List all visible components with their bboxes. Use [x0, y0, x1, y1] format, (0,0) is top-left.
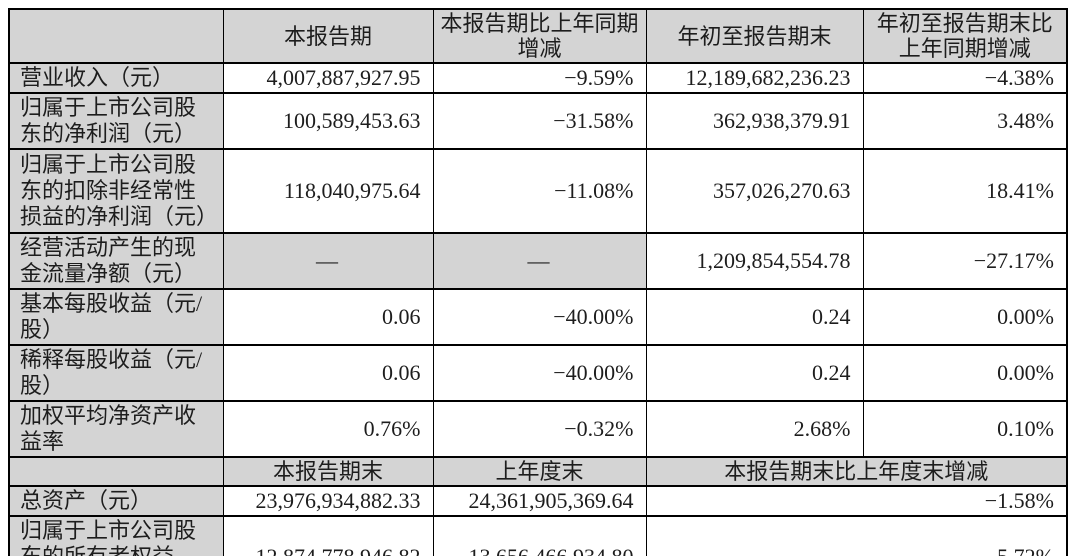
- table-row-weighted-avg-roe: 加权平均净资产收益率 0.76% −0.32% 2.68% 0.10%: [8, 400, 1068, 458]
- pct-cell: 18.41%: [862, 148, 1068, 234]
- value-cell: 24,361,905,369.64: [432, 485, 647, 517]
- table-row-revenue: 营业收入（元） 4,007,887,927.95 −9.59% 12,189,6…: [8, 62, 1068, 94]
- row-label: 归属于上市公司股东的扣除非经常性损益的净利润（元）: [8, 148, 224, 234]
- row-label: 归属于上市公司股东的净利润（元）: [8, 92, 224, 150]
- value-cell: 13,656,466,934.80: [432, 515, 647, 556]
- pct-cell: −11.08%: [432, 148, 647, 234]
- value-cell: 0.06: [222, 288, 434, 346]
- row-label: 基本每股收益（元/股）: [8, 288, 224, 346]
- pct-cell: 2.68%: [645, 400, 864, 458]
- table-row-operating-cash-flow: 经营活动产生的现金流量净额（元） — — 1,209,854,554.78 −2…: [8, 232, 1068, 290]
- table-row-total-assets: 总资产（元） 23,976,934,882.33 24,361,905,369.…: [8, 485, 1068, 517]
- header-cell-current-period: 本报告期: [222, 8, 434, 64]
- dash-cell: —: [432, 232, 647, 290]
- dash-cell: —: [222, 232, 434, 290]
- header-cell-empty: [8, 8, 224, 64]
- table-row-net-profit-excl-nonrecurring: 归属于上市公司股东的扣除非经常性损益的净利润（元） 118,040,975.64…: [8, 148, 1068, 234]
- table-row-diluted-eps: 稀释每股收益（元/股） 0.06 −40.00% 0.24 0.00%: [8, 344, 1068, 402]
- pct-cell: −1.58%: [645, 485, 1068, 517]
- value-cell: 362,938,379.91: [645, 92, 864, 150]
- financial-summary-table: 本报告期 本报告期比上年同期增减 年初至报告期末 年初至报告期末比上年同期增减 …: [8, 8, 1068, 556]
- pct-cell: 0.00%: [862, 344, 1068, 402]
- row-label: 加权平均净资产收益率: [8, 400, 224, 458]
- header-cell-ytd-yoy-change: 年初至报告期末比上年同期增减: [862, 8, 1068, 64]
- value-cell: 23,976,934,882.33: [222, 485, 434, 517]
- value-cell: 357,026,270.63: [645, 148, 864, 234]
- pct-cell: 0.00%: [862, 288, 1068, 346]
- header-cell-prior-year-end: 上年度末: [432, 456, 647, 487]
- value-cell: 12,874,778,946.82: [222, 515, 434, 556]
- row-label: 营业收入（元）: [8, 62, 224, 94]
- pct-cell: 0.10%: [862, 400, 1068, 458]
- pct-cell: −27.17%: [862, 232, 1068, 290]
- value-cell: 0.24: [645, 288, 864, 346]
- pct-cell: 0.76%: [222, 400, 434, 458]
- header-row-period-end: 本报告期末 上年度末 本报告期末比上年度末增减: [8, 456, 1068, 487]
- header-cell-period-yoy-change: 本报告期比上年同期增减: [432, 8, 647, 64]
- pct-cell: −9.59%: [432, 62, 647, 94]
- value-cell: 4,007,887,927.95: [222, 62, 434, 94]
- pct-cell: −5.72%: [645, 515, 1068, 556]
- value-cell: 1,209,854,554.78: [645, 232, 864, 290]
- header-row-period: 本报告期 本报告期比上年同期增减 年初至报告期末 年初至报告期末比上年同期增减: [8, 8, 1068, 64]
- header-cell-empty: [8, 456, 224, 487]
- value-cell: 0.24: [645, 344, 864, 402]
- row-label: 经营活动产生的现金流量净额（元）: [8, 232, 224, 290]
- value-cell: 100,589,453.63: [222, 92, 434, 150]
- table-row-basic-eps: 基本每股收益（元/股） 0.06 −40.00% 0.24 0.00%: [8, 288, 1068, 346]
- table-row-owners-equity: 归属于上市公司股东的所有者权益（元） 12,874,778,946.82 13,…: [8, 515, 1068, 556]
- row-label: 稀释每股收益（元/股）: [8, 344, 224, 402]
- pct-cell: 3.48%: [862, 92, 1068, 150]
- pct-cell: −40.00%: [432, 344, 647, 402]
- row-label: 总资产（元）: [8, 485, 224, 517]
- pct-cell: −0.32%: [432, 400, 647, 458]
- value-cell: 118,040,975.64: [222, 148, 434, 234]
- header-cell-report-period-end: 本报告期末: [222, 456, 434, 487]
- pct-cell: −40.00%: [432, 288, 647, 346]
- pct-cell: −31.58%: [432, 92, 647, 150]
- table-row-net-profit: 归属于上市公司股东的净利润（元） 100,589,453.63 −31.58% …: [8, 92, 1068, 150]
- header-cell-period-end-change: 本报告期末比上年度末增减: [645, 456, 1068, 487]
- pct-cell: −4.38%: [862, 62, 1068, 94]
- value-cell: 0.06: [222, 344, 434, 402]
- row-label: 归属于上市公司股东的所有者权益（元）: [8, 515, 224, 556]
- header-cell-ytd: 年初至报告期末: [645, 8, 864, 64]
- value-cell: 12,189,682,236.23: [645, 62, 864, 94]
